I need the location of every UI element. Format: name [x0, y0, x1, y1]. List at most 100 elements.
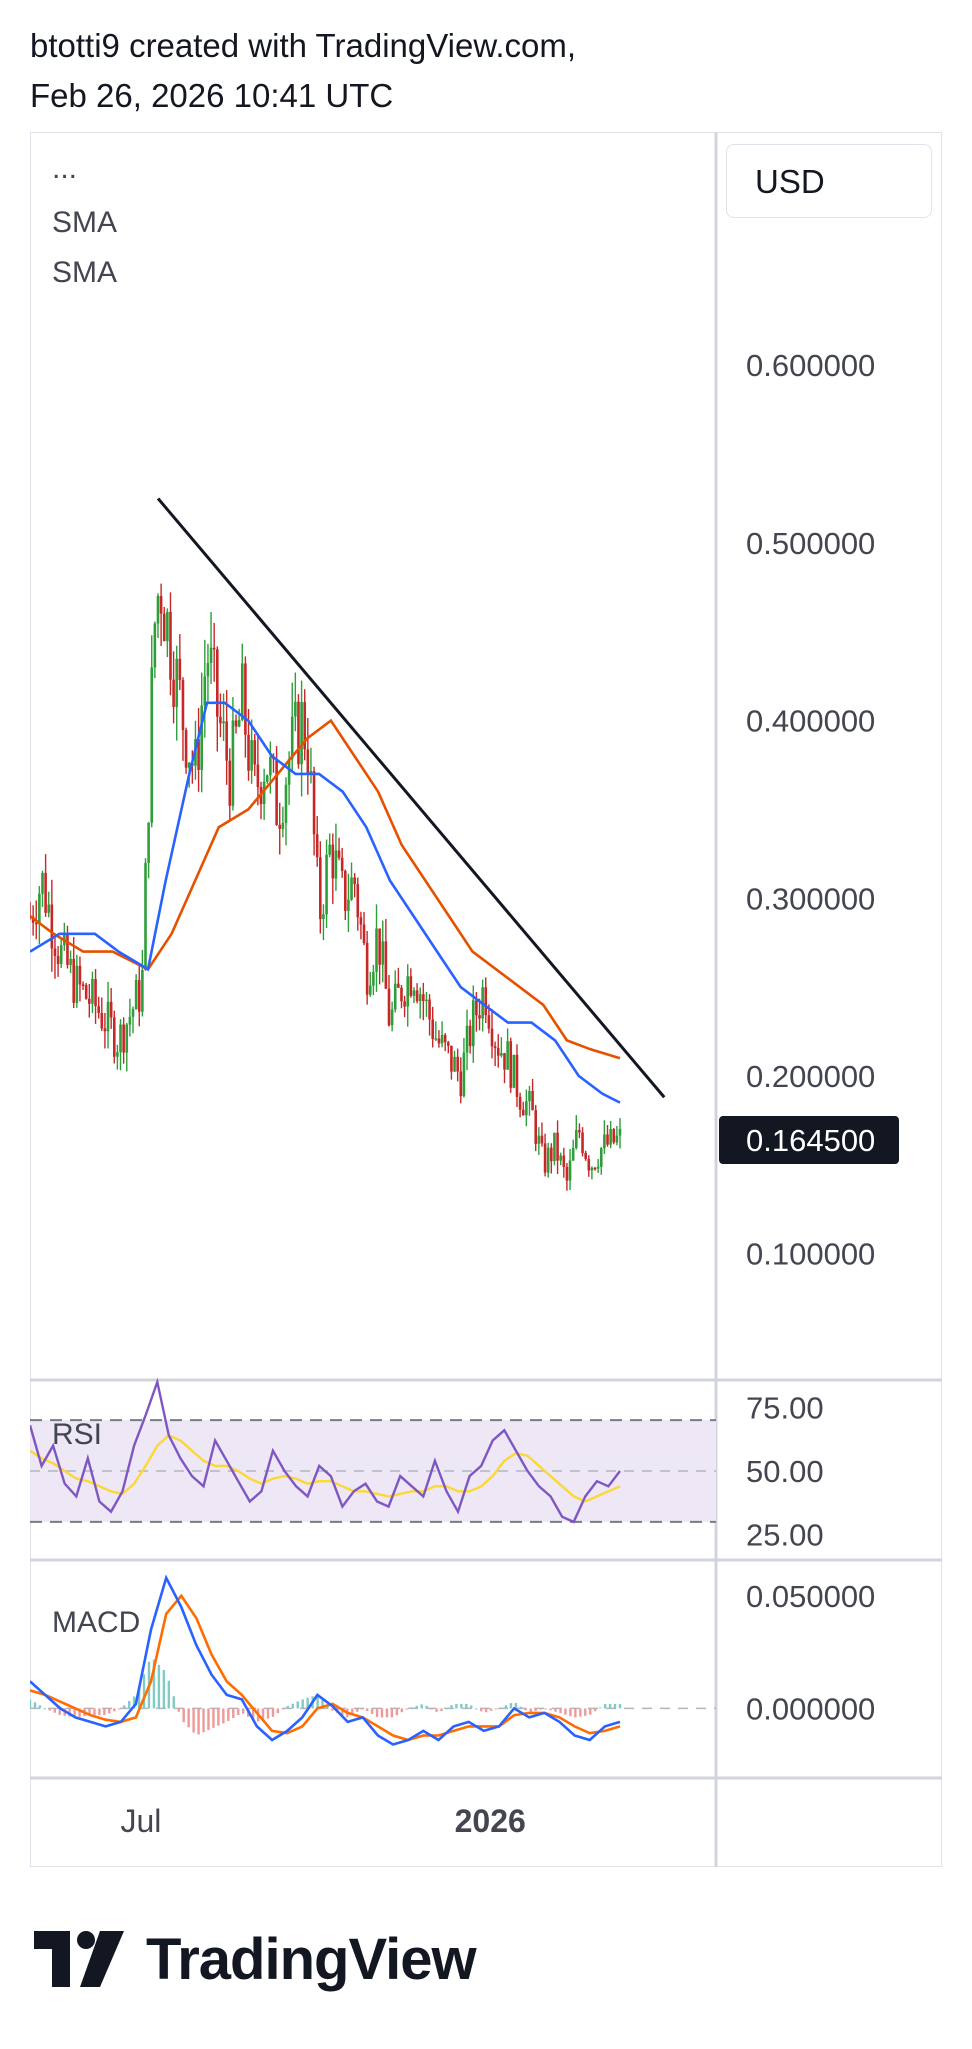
candle [112, 1010, 116, 1064]
candle-body [91, 978, 94, 1004]
header-author-line: btotti9 created with TradingView.com, [30, 27, 577, 64]
rsi-tick-label: 25.00 [746, 1518, 824, 1553]
candle-body [41, 872, 44, 894]
candle-body [343, 870, 347, 911]
legend-more[interactable]: ... [52, 152, 77, 185]
candle [303, 689, 307, 761]
candle [368, 971, 372, 997]
candle-body [347, 899, 350, 911]
candle-body [250, 740, 253, 771]
macd-hist-bar [167, 1680, 171, 1709]
tradingview-logo[interactable]: TradingView [34, 1925, 554, 1995]
candle [81, 981, 85, 990]
macd-hist-bar [123, 1705, 126, 1709]
candle [281, 806, 285, 838]
last-price-label: 0.164500 [746, 1123, 875, 1158]
time-axis: Jul 2026 [120, 1803, 525, 1839]
candle-body [596, 1166, 600, 1169]
currency-selector[interactable]: USD [726, 144, 932, 218]
candle [500, 1037, 503, 1058]
candle-body [462, 1052, 466, 1097]
candle-body [525, 1101, 528, 1116]
candle [603, 1120, 606, 1154]
candle [615, 1125, 619, 1146]
candle-body [368, 985, 372, 995]
macd-hist-bar [187, 1708, 190, 1728]
legend-sma-1[interactable]: SMA [52, 206, 117, 239]
candle-body [306, 749, 310, 775]
macd-hist-bar [182, 1708, 185, 1723]
candle [319, 841, 322, 934]
candle-body [159, 595, 163, 614]
candle [231, 697, 235, 811]
currency-label: USD [755, 163, 825, 200]
macd-hist-bar [534, 1708, 537, 1711]
candle [66, 925, 69, 969]
macd-label[interactable]: MACD [52, 1606, 140, 1639]
candle-body [546, 1147, 550, 1173]
candle [534, 1104, 538, 1152]
macd-hist-bar [479, 1708, 483, 1712]
macd-hist-bar [465, 1703, 468, 1709]
candle-body [603, 1134, 606, 1149]
candle-body [465, 1025, 469, 1053]
candle [69, 950, 72, 974]
candle [556, 1120, 559, 1174]
candle-body [503, 1053, 506, 1070]
candle [50, 879, 54, 972]
candle [584, 1150, 587, 1161]
macd-pane[interactable]: 0.050000 0.000000 [30, 1574, 875, 1746]
legend-sma-2[interactable]: SMA [52, 256, 117, 289]
candle-body [315, 834, 319, 858]
candle-body [559, 1155, 562, 1161]
macd-tick-label: 0.050000 [746, 1579, 875, 1614]
chart-container[interactable]: 0.7000000.6000000.5000000.4000000.300000… [30, 132, 942, 1867]
candle-body [500, 1053, 503, 1056]
price-pane[interactable] [30, 497, 666, 1191]
candle-body [478, 1015, 481, 1019]
candle [593, 1166, 597, 1171]
macd-hist-bar [608, 1703, 612, 1709]
candle-body [447, 1042, 450, 1046]
candle-body [172, 679, 175, 707]
macd-hist-bar [579, 1708, 582, 1717]
candle-body [484, 987, 488, 1016]
candle [178, 634, 182, 691]
candle-body [384, 941, 388, 989]
candle-body [428, 999, 431, 1020]
candle-body [440, 1034, 444, 1044]
candle-body [319, 857, 322, 920]
macd-hist-bar [212, 1708, 215, 1728]
candle-body [212, 647, 216, 650]
candle [265, 774, 269, 784]
macd-hist-bar [177, 1708, 180, 1712]
candle-body [325, 854, 328, 915]
candle-body [262, 781, 266, 805]
candle [574, 1115, 578, 1150]
candle [372, 964, 375, 996]
candle [134, 974, 138, 1010]
candle [478, 998, 481, 1031]
candle [250, 719, 253, 784]
candle [562, 1147, 566, 1178]
candle-body [222, 721, 225, 724]
candle [599, 1147, 603, 1175]
macd-hist-bar [603, 1703, 607, 1709]
candle [312, 766, 316, 856]
rsi-label[interactable]: RSI [52, 1418, 102, 1451]
candle-body [540, 1135, 544, 1144]
candle [240, 643, 244, 722]
chart-svg[interactable]: 0.7000000.6000000.5000000.4000000.300000… [30, 132, 942, 1867]
candle-body [166, 611, 169, 642]
candle-body [69, 958, 72, 965]
candle-body [381, 941, 385, 965]
candle [409, 968, 413, 998]
macd-hist-bar [504, 1705, 508, 1709]
macd-hist-bar [261, 1708, 265, 1721]
macd-hist-bar [113, 1708, 116, 1712]
candle-body [34, 922, 38, 925]
rsi-pane[interactable]: 75.00 50.00 25.00 [30, 1377, 824, 1553]
candle [222, 693, 225, 742]
candle-body [468, 1025, 472, 1047]
macd-hist-bar [420, 1704, 423, 1709]
